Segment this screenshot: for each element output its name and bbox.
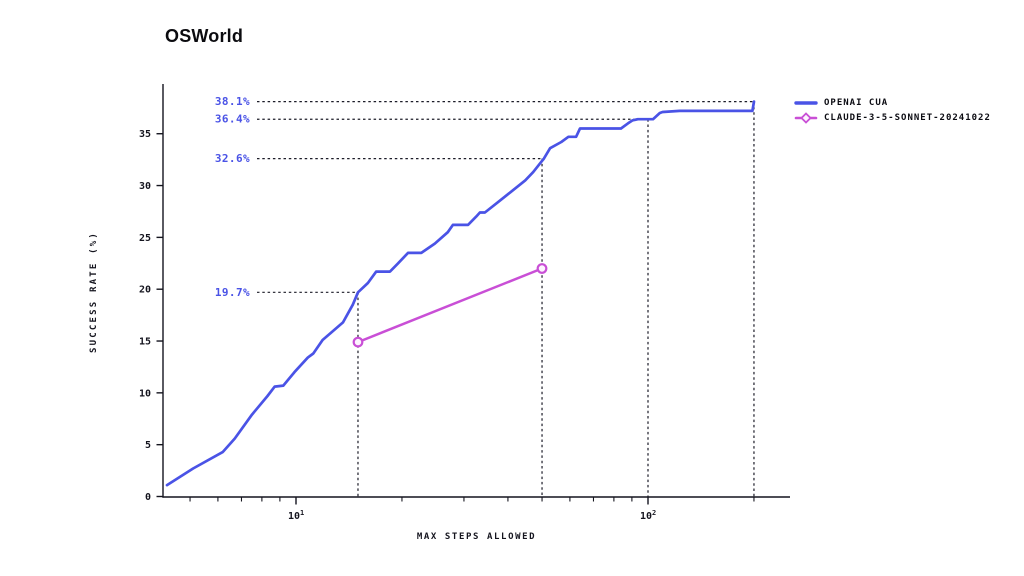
legend: OPENAI CUA CLAUDE-3-5-SONNET-20241022 [794, 96, 991, 124]
legend-label-openai-cua: OPENAI CUA [824, 97, 889, 108]
x-axis-label: MAX STEPS ALLOWED [416, 532, 537, 542]
annotation-label: 38.1% [215, 95, 250, 108]
annotation-label: 32.6% [215, 152, 250, 165]
claude-line [356, 267, 544, 344]
chart-title: OSWorld [165, 26, 244, 46]
y-tick-label: 30 [139, 181, 151, 192]
y-axis-label: SUCCESS RATE (%) [89, 231, 99, 353]
y-tick-label: 35 [139, 129, 151, 140]
annotation-label: 19.7% [215, 286, 250, 299]
legend-line-swatch-magenta [794, 111, 818, 124]
claude-marker [352, 336, 364, 348]
legend-label-claude: CLAUDE-3-5-SONNET-20241022 [824, 112, 991, 123]
y-tick-label: 10 [139, 388, 151, 399]
x-tick-label: 102 [640, 509, 656, 522]
y-tick-label: 20 [139, 285, 151, 296]
legend-item-claude: CLAUDE-3-5-SONNET-20241022 [794, 111, 991, 124]
legend-item-openai-cua: OPENAI CUA [794, 96, 991, 109]
y-tick-label: 25 [139, 233, 151, 244]
claude-marker [536, 263, 548, 274]
y-tick-label: 15 [139, 337, 151, 348]
legend-line-swatch-blue [794, 100, 818, 105]
annotation-label: 36.4% [215, 113, 250, 126]
openai-cua-line [165, 100, 756, 487]
x-tick-label: 101 [288, 509, 304, 522]
y-tick-label: 0 [145, 492, 151, 503]
y-tick-label: 5 [145, 440, 151, 451]
